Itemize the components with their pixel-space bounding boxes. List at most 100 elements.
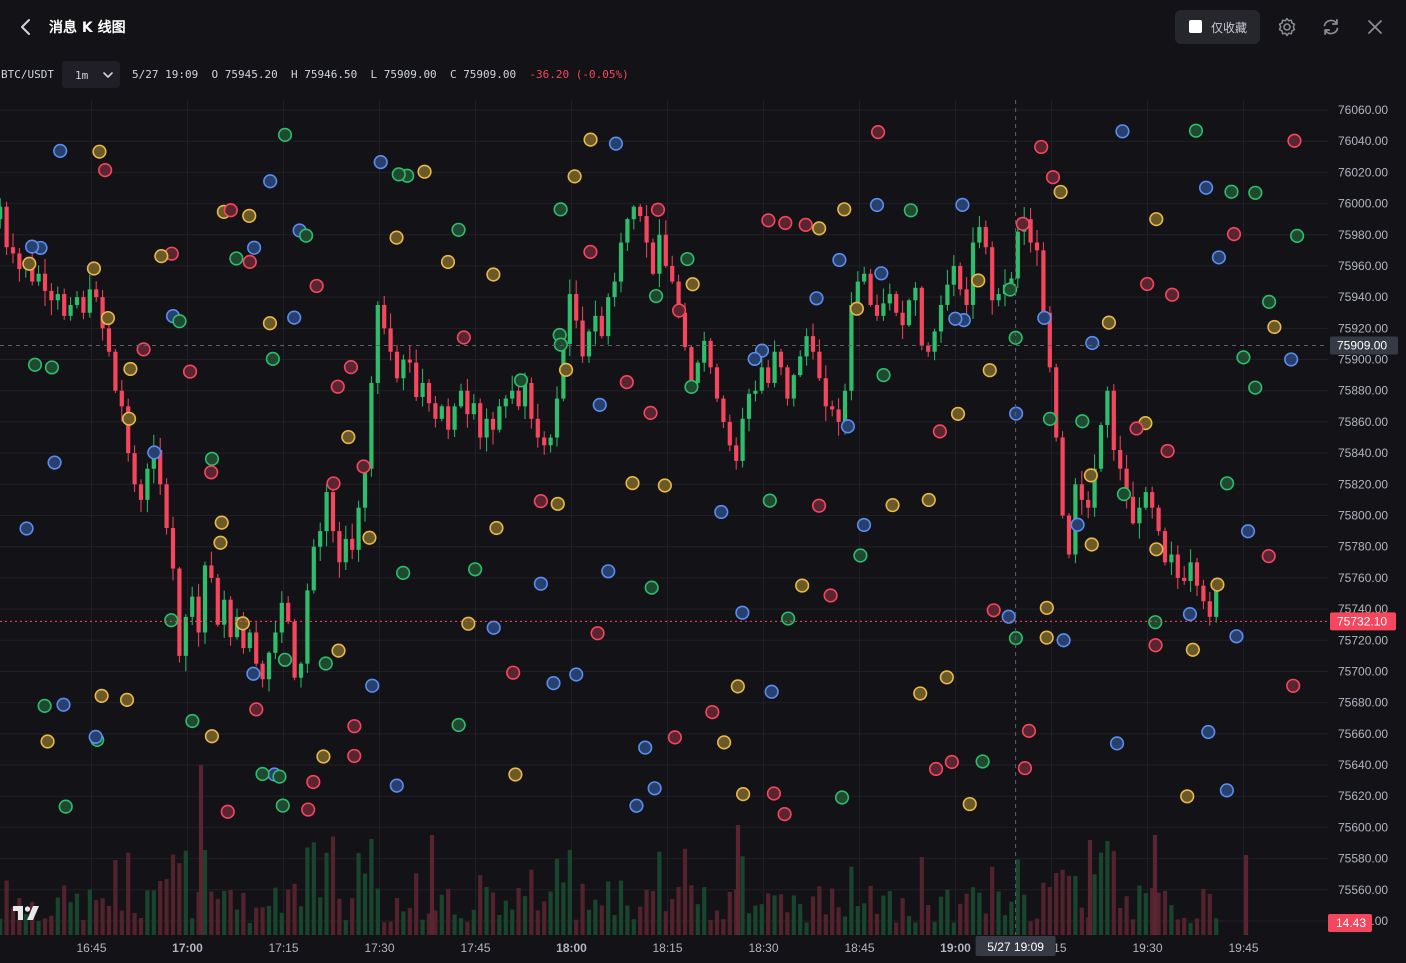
volume-bar <box>458 918 464 935</box>
candlestick-chart[interactable]: 76060.00 76040.00 76020.00 76000.00 75980.00… <box>0 100 1406 963</box>
volume-bar <box>1009 901 1014 935</box>
candle-body <box>1054 367 1059 438</box>
candle-body <box>0 206 3 220</box>
volume-bar <box>874 913 880 935</box>
volume-bar <box>817 886 822 935</box>
volume-bar <box>343 920 348 935</box>
news-marker-icon <box>287 310 302 325</box>
volume-bar <box>350 898 355 935</box>
close-button[interactable] <box>1364 16 1386 38</box>
volume-bar <box>644 889 649 935</box>
volume-bar <box>868 885 873 935</box>
ohlc-open-label: O <box>211 68 219 81</box>
y-tick-label: 76040.00 <box>1338 134 1388 148</box>
news-marker-icon <box>583 244 598 260</box>
candle-body <box>836 409 841 422</box>
news-marker-icon <box>213 535 228 550</box>
news-marker-icon <box>242 254 257 270</box>
candle-body <box>894 294 899 313</box>
news-marker-icon <box>347 719 362 734</box>
candle-body <box>548 437 553 446</box>
candle-body <box>183 616 188 656</box>
candle-body <box>292 621 297 678</box>
news-marker-icon <box>214 515 229 530</box>
candle-body <box>1188 562 1193 582</box>
volume-bar <box>567 849 572 935</box>
candle-body <box>177 568 182 656</box>
volume-bar <box>286 889 291 935</box>
news-marker-icon <box>680 251 695 267</box>
volume-bar <box>913 922 918 935</box>
volume-bar <box>785 912 790 935</box>
y-tick-label: 75800.00 <box>1338 509 1388 523</box>
volume-bar <box>164 879 169 935</box>
news-marker-icon <box>1045 170 1061 185</box>
candle-body <box>222 599 227 625</box>
header: 消息 K 线图 仅收藏 <box>0 0 1406 54</box>
news-marker-icon <box>98 163 113 178</box>
news-marker-icon <box>389 230 404 245</box>
news-marker-icon <box>948 311 963 326</box>
y-tick-label: 75760.00 <box>1338 571 1388 585</box>
tradingview-logo <box>13 906 39 920</box>
news-marker-icon <box>1053 184 1068 200</box>
refresh-button[interactable] <box>1320 16 1342 38</box>
volume-bar <box>279 912 284 935</box>
news-marker-icon <box>717 735 732 750</box>
news-marker-icon <box>629 798 644 813</box>
news-marker-icon <box>255 766 270 782</box>
news-marker-icon <box>533 494 548 509</box>
volume-bar <box>337 898 342 935</box>
news-marker-icon <box>975 754 990 769</box>
interval-select[interactable]: 1m <box>62 61 120 88</box>
candle-body <box>68 304 73 316</box>
news-marker-icon <box>608 136 624 151</box>
volume-bar <box>209 891 214 935</box>
y-tick-label: 75820.00 <box>1338 477 1388 491</box>
candle-body <box>94 289 99 298</box>
candle-body <box>554 398 560 438</box>
news-marker-icon <box>795 578 810 593</box>
candle-body <box>855 281 860 305</box>
news-marker-icon <box>944 754 959 770</box>
volume-bar <box>1105 841 1110 935</box>
news-marker-icon <box>781 611 796 626</box>
news-marker-icon <box>840 419 855 434</box>
candle-body <box>919 287 924 346</box>
y-tick-label: 75620.00 <box>1338 789 1388 803</box>
back-button[interactable] <box>14 14 38 40</box>
volume-bar <box>198 765 204 935</box>
volume-bar <box>996 891 1001 935</box>
news-marker-icon <box>1248 185 1263 200</box>
ohlc-readout: 5/27 19:09 O 75945.20 H 75946.50 L 75909… <box>132 68 629 81</box>
volume-bar <box>612 914 617 935</box>
candle-body <box>1150 492 1155 508</box>
candle-body <box>209 565 214 578</box>
volume-bar <box>618 880 624 935</box>
news-marker-icon <box>136 342 151 357</box>
settings-button[interactable] <box>1276 16 1298 38</box>
volume-bar <box>1130 919 1136 935</box>
volume-bar <box>119 910 124 935</box>
refresh-icon <box>1323 18 1339 36</box>
news-marker-icon <box>625 476 640 491</box>
volume-bar <box>631 919 636 935</box>
news-marker-icon <box>235 616 250 631</box>
candle-body <box>1009 278 1014 285</box>
favorites-only-toggle[interactable]: 仅收藏 <box>1175 10 1260 44</box>
news-marker-icon <box>913 686 928 701</box>
candle-body <box>1182 577 1187 582</box>
news-marker-icon <box>417 164 432 179</box>
volume-bar <box>81 919 86 935</box>
volume-bar <box>1034 918 1040 935</box>
candle-body <box>100 297 105 329</box>
candle-body <box>202 565 208 633</box>
candle-body <box>273 632 278 653</box>
y-tick-label: 75700.00 <box>1338 664 1388 678</box>
volume-bar <box>1182 917 1187 935</box>
candle-body <box>881 303 886 316</box>
volume-bar <box>855 905 860 935</box>
candle-body <box>938 304 944 332</box>
candle-body <box>305 590 310 664</box>
favorites-checkbox[interactable] <box>1189 20 1202 33</box>
